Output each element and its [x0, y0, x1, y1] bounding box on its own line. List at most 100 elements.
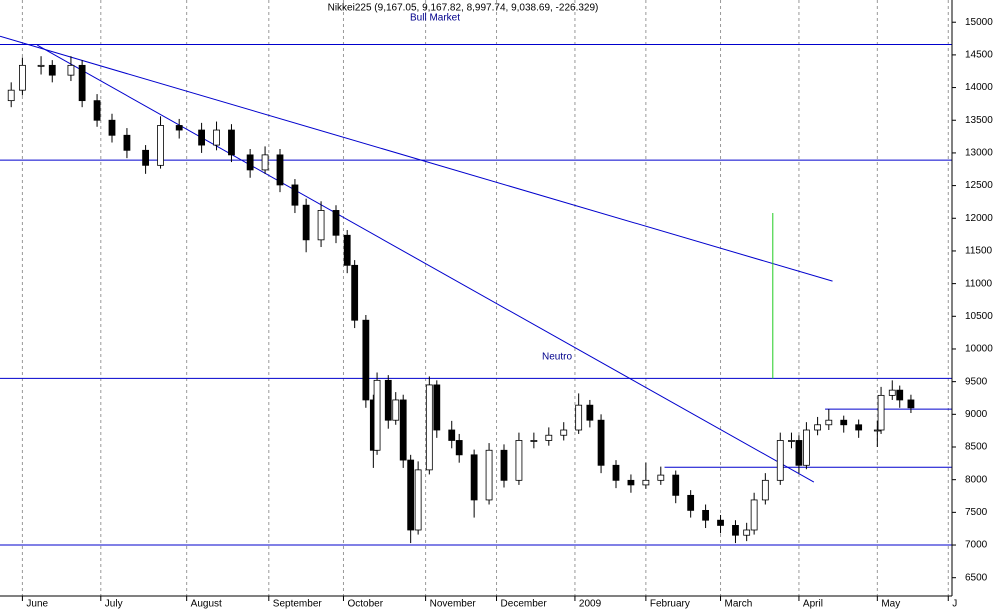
- x-tick-label: November: [430, 599, 477, 610]
- candle-body: [702, 509, 709, 521]
- candle-body: [246, 154, 254, 171]
- candle-body: [761, 479, 769, 501]
- drawn-line: [37, 44, 815, 483]
- candle-body: [530, 440, 538, 442]
- y-tick-label: 7500: [965, 507, 988, 518]
- candle-body: [399, 399, 407, 461]
- candle-body: [302, 204, 310, 241]
- y-tick-label: 12000: [965, 213, 993, 224]
- x-tick-label: April: [803, 599, 823, 610]
- candle-body: [657, 474, 665, 481]
- candle-body: [343, 234, 351, 266]
- candle-body: [672, 474, 680, 496]
- candle-body: [627, 479, 635, 486]
- candle-body: [743, 529, 751, 536]
- candle-body: [18, 64, 26, 91]
- x-tick-label: J: [952, 599, 957, 610]
- y-tick-label: 13500: [965, 115, 993, 126]
- candle-body: [575, 404, 583, 431]
- x-tick-label: March: [725, 599, 753, 610]
- candle-body: [67, 64, 75, 76]
- y-tick-label: 10500: [965, 311, 993, 322]
- y-tick-label: 14000: [965, 82, 993, 93]
- candle-body: [907, 399, 915, 409]
- candle-body: [362, 319, 370, 401]
- x-tick-label: 2009: [579, 599, 602, 610]
- candle-body: [433, 384, 441, 431]
- y-tick-label: 11000: [965, 278, 993, 289]
- candle-body: [788, 440, 795, 442]
- candle-body: [855, 424, 863, 431]
- chart-title: Nikkei225 (9,167.05, 9,167.82, 8,997.74,…: [328, 3, 599, 14]
- candle-body: [560, 429, 568, 436]
- y-tick-label: 6500: [965, 572, 988, 583]
- candle-body: [448, 429, 456, 441]
- candle-body: [795, 440, 803, 466]
- y-tick-label: 9500: [965, 376, 988, 387]
- candle-body: [896, 389, 904, 401]
- candle-body: [455, 440, 463, 456]
- candle-body: [803, 429, 810, 466]
- candle-body: [7, 89, 15, 102]
- candle-body: [545, 434, 553, 441]
- candle-body: [373, 379, 381, 451]
- y-tick-label: 8500: [965, 442, 988, 453]
- candle-body: [228, 129, 235, 156]
- x-tick-label: September: [273, 599, 323, 610]
- candle-body: [213, 129, 220, 146]
- candle-body: [108, 119, 116, 136]
- candle-body: [515, 440, 523, 481]
- candle-body: [157, 125, 164, 166]
- candle-body: [93, 100, 101, 121]
- candle-body: [48, 64, 56, 76]
- candle-body: [37, 64, 45, 67]
- y-tick-label: 8000: [965, 474, 988, 485]
- x-tick-label: October: [347, 599, 383, 610]
- candle-body: [425, 384, 433, 471]
- candle-body: [687, 494, 695, 511]
- candle-body: [470, 454, 478, 501]
- candles: [7, 56, 915, 544]
- candle-body: [142, 149, 150, 166]
- candle-body: [814, 424, 821, 431]
- x-tick-label: February: [650, 599, 690, 610]
- candle-body: [384, 379, 392, 421]
- candle-body: [78, 64, 86, 102]
- candle-body: [276, 154, 284, 186]
- annotation: Bull Market: [410, 13, 460, 24]
- candle-body: [586, 404, 594, 421]
- candle-body: [825, 419, 833, 426]
- x-tick-label: June: [26, 599, 48, 610]
- candle-body: [485, 449, 493, 501]
- candle-body: [123, 134, 131, 151]
- candle-body: [198, 129, 206, 146]
- x-tick-label: August: [191, 599, 222, 610]
- candle-body: [414, 469, 422, 531]
- y-tick-label: 11500: [965, 246, 993, 257]
- annotation: Neutro: [542, 352, 572, 363]
- candle-body: [392, 399, 400, 421]
- candle-body: [776, 440, 784, 481]
- candle-body: [407, 459, 415, 531]
- y-tick-label: 14500: [965, 50, 993, 61]
- y-tick-label: 7000: [965, 540, 988, 551]
- axis-labels: June July August September October November De…: [21, 17, 993, 610]
- candle-body: [351, 264, 359, 321]
- candle-body: [840, 419, 848, 426]
- candle-body: [873, 429, 881, 432]
- candle-body: [500, 449, 508, 481]
- y-tick-label: 15000: [965, 17, 993, 28]
- y-tick-label: 13000: [965, 148, 993, 159]
- y-tick-label: 10000: [965, 344, 993, 355]
- candle-body: [597, 419, 605, 466]
- x-tick-label: July: [105, 599, 123, 610]
- candle-body: [877, 394, 885, 431]
- candle-body: [332, 210, 340, 236]
- candle-body: [717, 519, 724, 526]
- candle-body: [888, 389, 896, 396]
- candle-body: [261, 154, 269, 171]
- candle-body: [642, 479, 650, 486]
- y-tick-label: 12500: [965, 180, 993, 191]
- candle-body: [317, 210, 325, 241]
